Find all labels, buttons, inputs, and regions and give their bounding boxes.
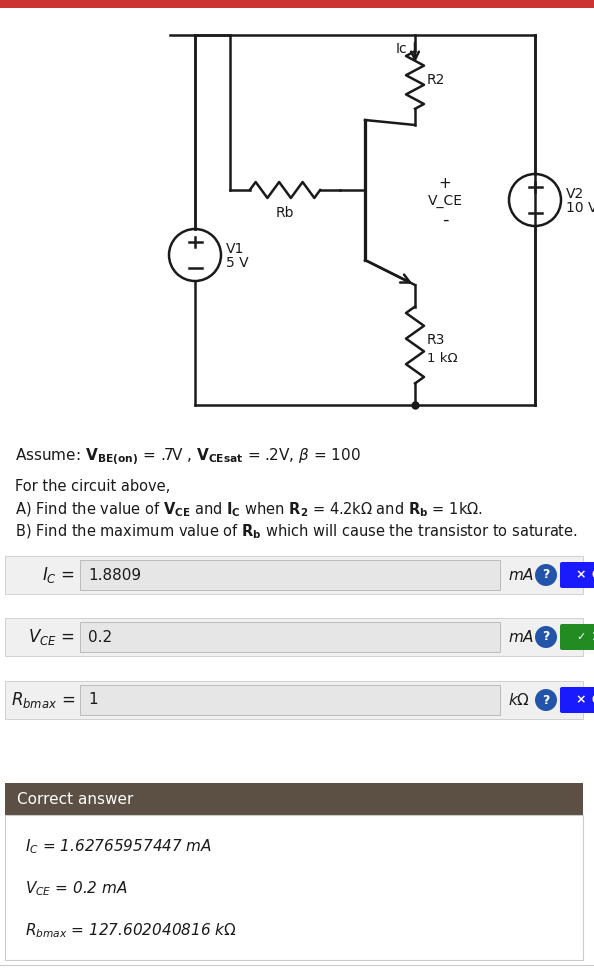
Text: R2: R2 bbox=[427, 73, 446, 87]
Text: 0%: 0% bbox=[591, 570, 594, 580]
Text: 1: 1 bbox=[88, 692, 97, 708]
Text: ×: × bbox=[576, 568, 586, 581]
FancyBboxPatch shape bbox=[80, 685, 500, 715]
Text: Assume: $\mathbf{V_{BE(on)}}$ = .7V , $\mathbf{V_{CEsat}}$ = .2V, $\beta$ = 100: Assume: $\mathbf{V_{BE(on)}}$ = .7V , $\… bbox=[15, 447, 361, 468]
Text: A) Find the value of $\mathbf{V_{CE}}$ and $\mathbf{I_C}$ when $\mathbf{R_2}$ = : A) Find the value of $\mathbf{V_{CE}}$ a… bbox=[15, 501, 483, 520]
Text: 1 kΩ: 1 kΩ bbox=[427, 352, 457, 365]
Text: ?: ? bbox=[542, 568, 549, 581]
Text: $k\Omega$: $k\Omega$ bbox=[508, 692, 530, 708]
Text: $V_{CE}$ = 0.2 $mA$: $V_{CE}$ = 0.2 $mA$ bbox=[25, 879, 128, 898]
Text: 0.2: 0.2 bbox=[88, 630, 112, 644]
FancyBboxPatch shape bbox=[0, 0, 594, 8]
Text: Rb: Rb bbox=[276, 206, 294, 220]
Text: Ic: Ic bbox=[396, 42, 407, 56]
FancyBboxPatch shape bbox=[560, 562, 594, 588]
FancyBboxPatch shape bbox=[560, 687, 594, 713]
Text: $R_{bmax}$ = 127.602040816 $k\Omega$: $R_{bmax}$ = 127.602040816 $k\Omega$ bbox=[25, 921, 236, 940]
Text: 100%: 100% bbox=[592, 632, 594, 642]
FancyBboxPatch shape bbox=[5, 681, 583, 719]
Text: 10 V: 10 V bbox=[566, 201, 594, 215]
Circle shape bbox=[535, 564, 557, 586]
Text: ×: × bbox=[576, 693, 586, 707]
Text: $I_C$ =: $I_C$ = bbox=[42, 565, 75, 585]
FancyBboxPatch shape bbox=[5, 783, 583, 815]
FancyBboxPatch shape bbox=[560, 624, 594, 650]
Text: $R_{bmax}$ =: $R_{bmax}$ = bbox=[11, 690, 75, 710]
Text: 5 V: 5 V bbox=[226, 256, 249, 270]
Text: Correct answer: Correct answer bbox=[17, 792, 134, 806]
Text: 1.8809: 1.8809 bbox=[88, 567, 141, 582]
Text: V1: V1 bbox=[226, 242, 244, 256]
Text: 0%: 0% bbox=[591, 695, 594, 705]
FancyBboxPatch shape bbox=[80, 560, 500, 590]
Text: ?: ? bbox=[542, 631, 549, 644]
Text: $mA$: $mA$ bbox=[508, 567, 534, 583]
Text: V2: V2 bbox=[566, 187, 584, 201]
Text: R3: R3 bbox=[427, 333, 446, 347]
Text: -: - bbox=[442, 211, 448, 229]
Text: $V_{CE}$ =: $V_{CE}$ = bbox=[28, 627, 75, 647]
Text: +: + bbox=[438, 176, 451, 190]
FancyBboxPatch shape bbox=[5, 815, 583, 960]
FancyBboxPatch shape bbox=[80, 622, 500, 652]
Text: $mA$: $mA$ bbox=[508, 629, 534, 645]
FancyBboxPatch shape bbox=[5, 618, 583, 656]
Text: V_CE: V_CE bbox=[428, 194, 463, 208]
Circle shape bbox=[535, 689, 557, 711]
Text: ✓: ✓ bbox=[577, 632, 586, 642]
FancyBboxPatch shape bbox=[5, 556, 583, 594]
Text: $I_C$ = 1.62765957447 $mA$: $I_C$ = 1.62765957447 $mA$ bbox=[25, 837, 212, 856]
Text: B) Find the maximum value of $\mathbf{R_b}$ which will cause the transistor to s: B) Find the maximum value of $\mathbf{R_… bbox=[15, 523, 578, 541]
Text: For the circuit above,: For the circuit above, bbox=[15, 479, 170, 494]
Circle shape bbox=[535, 626, 557, 648]
Text: ?: ? bbox=[542, 693, 549, 707]
